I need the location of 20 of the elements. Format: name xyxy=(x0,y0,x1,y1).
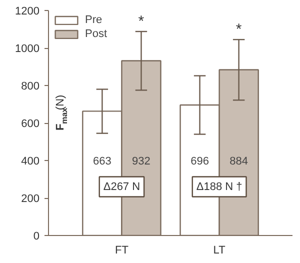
annotation: Δ267 N xyxy=(103,180,140,193)
y-tick-label: 400 xyxy=(21,156,40,168)
y-tick-label: 600 xyxy=(21,118,40,130)
y-tick-label: 800 xyxy=(21,80,40,92)
data-label: 884 xyxy=(230,156,248,168)
annotation: * xyxy=(138,12,144,30)
annotation: * xyxy=(236,20,242,38)
y-tick-label: 0 xyxy=(33,230,40,242)
data-label: 663 xyxy=(93,156,112,168)
y-tick-label: 200 xyxy=(21,193,40,205)
annotation: Δ188 N † xyxy=(196,180,242,193)
x-tick-label: LT xyxy=(213,244,226,256)
x-tick-label: FT xyxy=(114,244,129,256)
y-tick-label: 1200 xyxy=(15,6,40,18)
data-label: 932 xyxy=(132,156,150,168)
data-label: 696 xyxy=(190,156,209,168)
y-tick-label: 1000 xyxy=(15,43,40,55)
y-axis-title: Fmax(N) xyxy=(54,94,69,130)
legend-label: Pre xyxy=(85,14,104,26)
legend-label: Post xyxy=(85,28,108,40)
